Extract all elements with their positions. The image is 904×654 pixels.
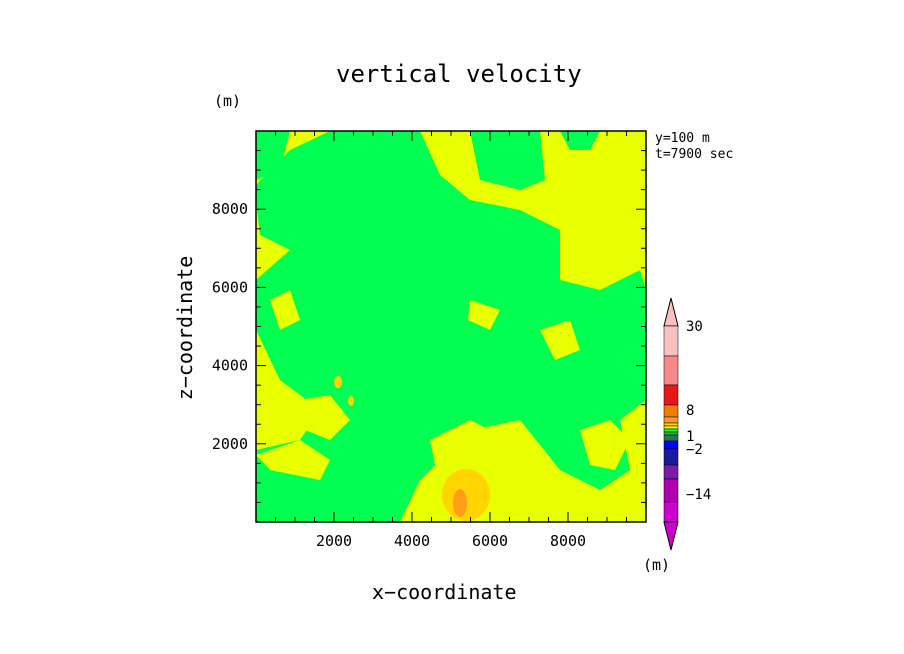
contour-region-positive [580, 420, 630, 470]
colorbar-unit: (m) [643, 556, 671, 574]
colorbar-segment [663, 440, 679, 450]
y-tick-label: 4000 [212, 357, 248, 375]
contour-region-positive [540, 320, 580, 360]
colorbar-segment [663, 501, 679, 523]
contour-region-positive [270, 290, 300, 330]
contour-region-updraft-core [453, 489, 467, 517]
contour-region-negative [380, 320, 430, 370]
colorbar-segment [663, 416, 679, 424]
colorbar-segment [663, 325, 679, 357]
colorbar-label: −2 [686, 442, 703, 458]
x-tick-label: 6000 [472, 532, 508, 550]
colorbar-arrow-top [663, 297, 679, 327]
x-tick-label: 4000 [394, 532, 430, 550]
colorbar-label: −14 [686, 487, 711, 503]
x-tick-label: 8000 [550, 532, 586, 550]
colorbar-segment [663, 422, 679, 427]
contour-region-updraft [442, 469, 490, 521]
colorbar-segment [663, 384, 679, 406]
y-tick-label: 6000 [212, 278, 248, 296]
contour-region-negative [256, 131, 290, 180]
y-tick-label: 8000 [212, 200, 248, 218]
contour-region-negative [295, 300, 340, 350]
contour-region-positive [300, 395, 350, 440]
colorbar-segment [663, 431, 679, 436]
contour-region-negative [350, 131, 410, 230]
contour-region-positive [468, 300, 500, 330]
annotation-line-t: t=7900 sec [655, 147, 734, 162]
colorbar-label: 30 [686, 319, 703, 335]
colorbar-label: 1 [686, 429, 694, 445]
colorbar-label: 8 [686, 403, 694, 419]
x-tick-label: 2000 [316, 532, 352, 550]
colorbar-segment [663, 428, 679, 433]
y-tick-label: 2000 [212, 435, 248, 453]
contour-region-negative [560, 131, 600, 150]
contour-region-updraft-small [348, 396, 354, 406]
colorbar-segment [663, 448, 679, 466]
chart-title: vertical velocity [336, 60, 582, 88]
colorbar-segment [663, 355, 679, 386]
contour-region-updraft-small [334, 376, 342, 388]
y-axis-unit: (m) [214, 92, 242, 110]
colorbar-segment [663, 434, 679, 442]
contour-region-positive [256, 440, 330, 480]
colorbar-segment [663, 478, 679, 503]
colorbar-segment [663, 404, 679, 418]
colorbar-segment [663, 425, 679, 430]
colorbar-arrow-bottom [663, 521, 679, 551]
contour-region-negative [470, 131, 545, 190]
colorbar-segment [663, 464, 679, 480]
annotation: y=100 m t=7900 sec [655, 131, 733, 163]
x-axis-label: x−coordinate [372, 580, 517, 604]
contour-region-negative [256, 131, 646, 522]
annotation-line-y: y=100 m [655, 131, 710, 146]
